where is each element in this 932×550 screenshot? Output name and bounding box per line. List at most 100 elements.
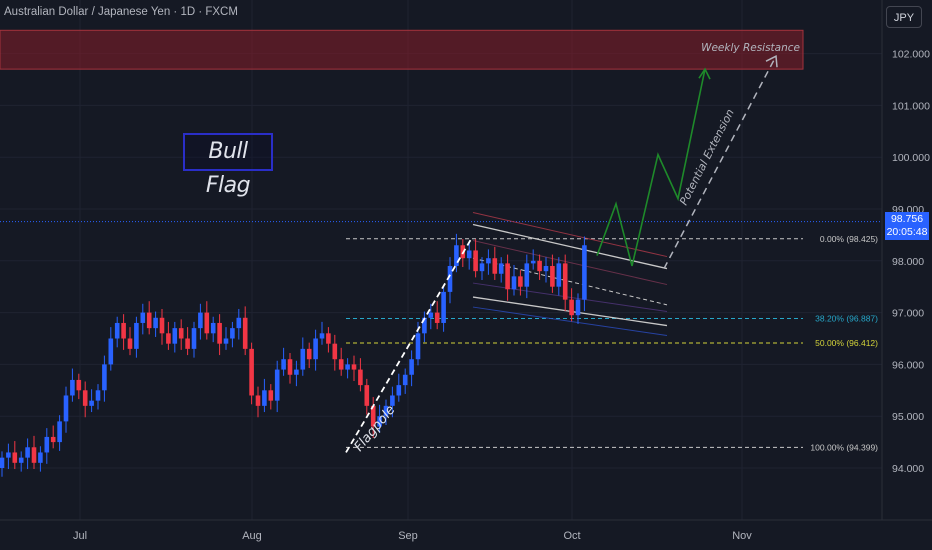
candle-body: [70, 379, 75, 396]
candle-body: [377, 416, 382, 427]
candle-body: [108, 338, 114, 365]
projection-path[interactable]: [596, 68, 706, 267]
time-tick-label: Aug: [242, 530, 262, 542]
candle-body: [383, 405, 389, 417]
potential-extension-arrowhead: [765, 55, 778, 68]
candle-body: [556, 263, 562, 287]
fib-level-label: 100.00% (94.399): [810, 442, 878, 452]
flagpole-line[interactable]: [345, 237, 473, 453]
fib-level-label: 0.00% (98.425): [820, 234, 878, 244]
gridlines: [0, 0, 882, 520]
candle-body: [12, 452, 18, 463]
candle-body: [185, 338, 190, 349]
candle-body: [505, 263, 510, 290]
candle-body: [191, 328, 197, 349]
time-axis-bg: [0, 520, 932, 550]
candle-body: [409, 359, 414, 375]
candle-body: [364, 385, 370, 406]
time-axis[interactable]: Jul Aug Sep Oct Nov: [0, 519, 932, 550]
candle-body: [313, 338, 318, 360]
candle-body: [287, 359, 293, 375]
candle-body: [146, 312, 152, 329]
candle-body: [562, 263, 568, 300]
candle-body: [204, 312, 210, 334]
candle-body: [255, 395, 261, 406]
candle-body: [89, 400, 94, 406]
candle-body: [332, 343, 338, 360]
channel-inner-upper: [472, 240, 668, 286]
candle-body: [434, 312, 440, 323]
candle-body: [358, 369, 363, 386]
price-tick-label: 101.000: [892, 100, 930, 112]
candle-body: [230, 328, 235, 339]
candle-body: [422, 317, 427, 334]
candle-body: [370, 405, 376, 427]
weekly-resistance-zone: [0, 29, 804, 70]
channel-upper-line: [472, 223, 668, 270]
candle-body: [486, 258, 491, 264]
candle-body: [25, 447, 30, 458]
channel-mid-line: [472, 257, 668, 306]
candle-body: [114, 322, 120, 339]
candle-body: [166, 333, 171, 344]
channel-outer-lower: [472, 306, 668, 337]
candle-body: [473, 250, 478, 272]
candle-body: [518, 276, 523, 287]
candle-body: [454, 245, 459, 266]
candle-body: [543, 265, 549, 272]
candle-body: [127, 338, 133, 349]
channel-outer-upper: [472, 212, 668, 258]
candle-body: [415, 333, 421, 360]
price-tick-label: 94.000: [892, 463, 924, 475]
fib-level-label: 38.20% (96.887): [815, 313, 878, 323]
bar-countdown: 20:05:48: [886, 226, 928, 238]
potential-extension-line[interactable]: [663, 55, 777, 269]
candle-body: [479, 263, 485, 272]
price-tick-label: 97.000: [892, 308, 924, 320]
candle-body: [140, 312, 146, 323]
time-tick-label: Jul: [73, 530, 87, 542]
currency-button[interactable]: JPY: [886, 6, 922, 28]
candle-body: [306, 348, 312, 360]
flag-channel[interactable]: [472, 212, 668, 337]
candle-body: [428, 312, 434, 318]
price-axis-bg: [882, 0, 932, 550]
price-tick-label: 102.000: [892, 49, 930, 61]
candle-body: [102, 364, 107, 391]
candle-body: [294, 369, 299, 375]
candle-body: [57, 421, 62, 443]
candle-body: [159, 317, 165, 334]
projection-arrowhead: [698, 67, 711, 80]
bull-flag-label[interactable]: Bull Flag: [183, 133, 273, 198]
fib-retracement[interactable]: 0.00% (98.425) 38.20% (96.887) 50.00% (96.…: [346, 234, 878, 453]
time-tick-label: Nov: [732, 530, 752, 542]
candle-body: [121, 322, 126, 339]
candle-body: [95, 390, 101, 401]
candle-body: [351, 364, 357, 370]
candle-body: [236, 317, 242, 329]
candle-body: [18, 457, 24, 463]
price-axis[interactable]: 102.000101.000100.00099.00098.00097.0009…: [881, 0, 932, 550]
candle-body: [76, 379, 82, 391]
candle-body: [50, 436, 56, 443]
candle-body: [524, 263, 530, 287]
candle-body: [217, 322, 222, 344]
candle-body: [198, 312, 203, 329]
candle-body: [582, 245, 587, 300]
candle-body: [537, 260, 542, 272]
candle-body: [530, 260, 536, 264]
candle-body: [569, 299, 574, 316]
candle-body: [210, 322, 216, 334]
candle-body: [319, 333, 325, 339]
candle-body: [178, 328, 184, 339]
candle-body: [38, 452, 43, 463]
last-price-tag: 98.756 20:05:48: [885, 212, 929, 240]
candle-body: [575, 299, 581, 316]
symbol-title: Australian Dollar / Japanese Yen · 1D · …: [4, 6, 238, 18]
candle-body: [466, 250, 472, 259]
candle-body: [441, 291, 446, 323]
candle-body: [550, 265, 555, 287]
price-tick-label: 98.000: [892, 256, 924, 268]
